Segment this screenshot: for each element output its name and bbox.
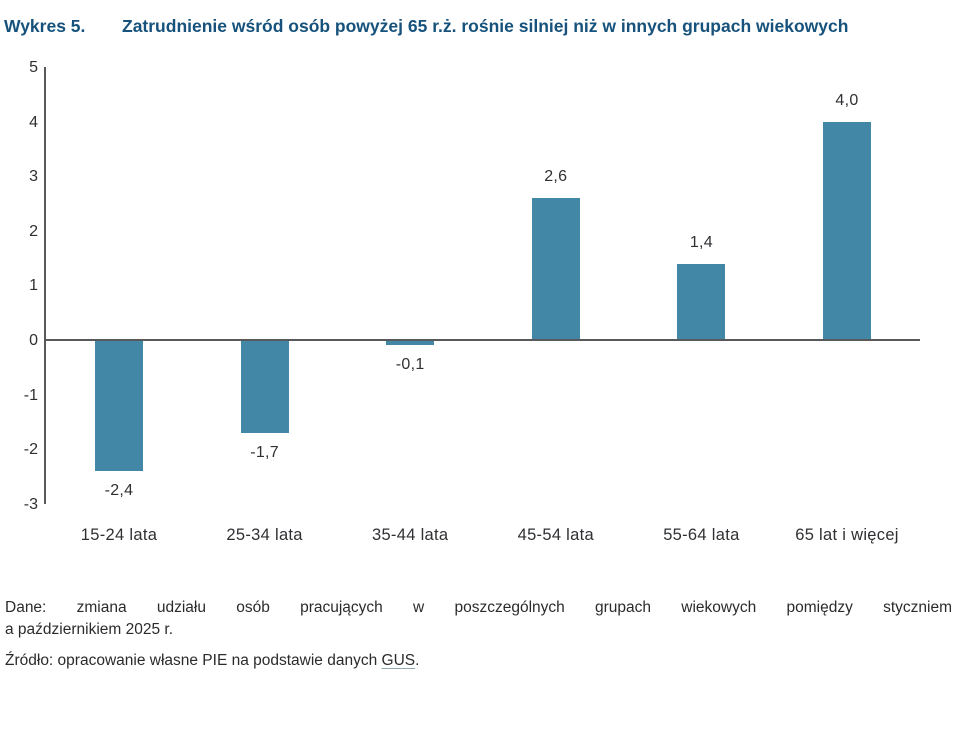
bar-value-label: 2,6 xyxy=(544,168,568,186)
zero-line xyxy=(44,339,920,341)
y-axis-line xyxy=(44,67,46,504)
x-category-label: 45-54 lata xyxy=(517,526,594,544)
y-tick-label: 2 xyxy=(29,222,38,240)
y-tick-label: 5 xyxy=(29,59,38,76)
y-tick-label: -3 xyxy=(23,495,38,513)
data-note-line1: Dane: zmiana udziału osób pracujących w … xyxy=(5,599,952,616)
y-tick-label: -1 xyxy=(23,386,38,404)
x-category-label: 55-64 lata xyxy=(663,526,740,544)
bar-value-label: -1,7 xyxy=(250,443,279,461)
bar xyxy=(677,263,726,340)
data-note: Dane: zmiana udziału osób pracujących w … xyxy=(5,597,952,641)
bar xyxy=(823,121,871,340)
bar-chart: 5 4 3 2 1 0 -1 -2 -3 -2,4 15-24 lata -1,7 25-34 lata… xyxy=(0,57,967,557)
bar-value-label: -2,4 xyxy=(104,482,134,500)
bar xyxy=(240,340,289,433)
x-category-label: 15-24 lata xyxy=(80,526,158,544)
chart-title-text: Zatrudnienie wśród osób powyżej 65 r.ż. … xyxy=(122,16,849,36)
y-tick-label: 3 xyxy=(29,168,38,186)
y-tick-label: 4 xyxy=(29,113,38,131)
chart-title: Wykres 5. Zatrudnienie wśród osób powyże… xyxy=(0,0,967,43)
bar xyxy=(95,340,143,472)
source-prefix: Źródło: opracowanie własne PIE na podsta… xyxy=(5,652,382,669)
y-tick-label: 1 xyxy=(29,277,38,295)
chart-number-label: Wykres 5. xyxy=(4,16,86,36)
x-category-label: 35-44 lata xyxy=(371,526,449,544)
x-category-label: 25-34 lata xyxy=(226,526,303,544)
bar-value-label: 1,4 xyxy=(689,233,713,251)
chart-footnotes: Dane: zmiana udziału osób pracujących w … xyxy=(0,597,957,672)
y-tick-label: -2 xyxy=(23,441,38,459)
y-tick-label: 0 xyxy=(29,332,38,349)
bar xyxy=(386,340,435,346)
x-category-label: 65 lat i więcej xyxy=(795,526,899,544)
bar-value-label: -0,1 xyxy=(395,356,425,374)
source-link-gus[interactable]: GUS xyxy=(381,652,416,669)
bar-value-label: 4,0 xyxy=(835,91,859,109)
source-note: Źródło: opracowanie własne PIE na podsta… xyxy=(5,650,952,672)
bar xyxy=(531,198,580,340)
source-suffix: . xyxy=(415,652,420,669)
data-note-line2: a październikiem 2025 r. xyxy=(5,621,174,638)
